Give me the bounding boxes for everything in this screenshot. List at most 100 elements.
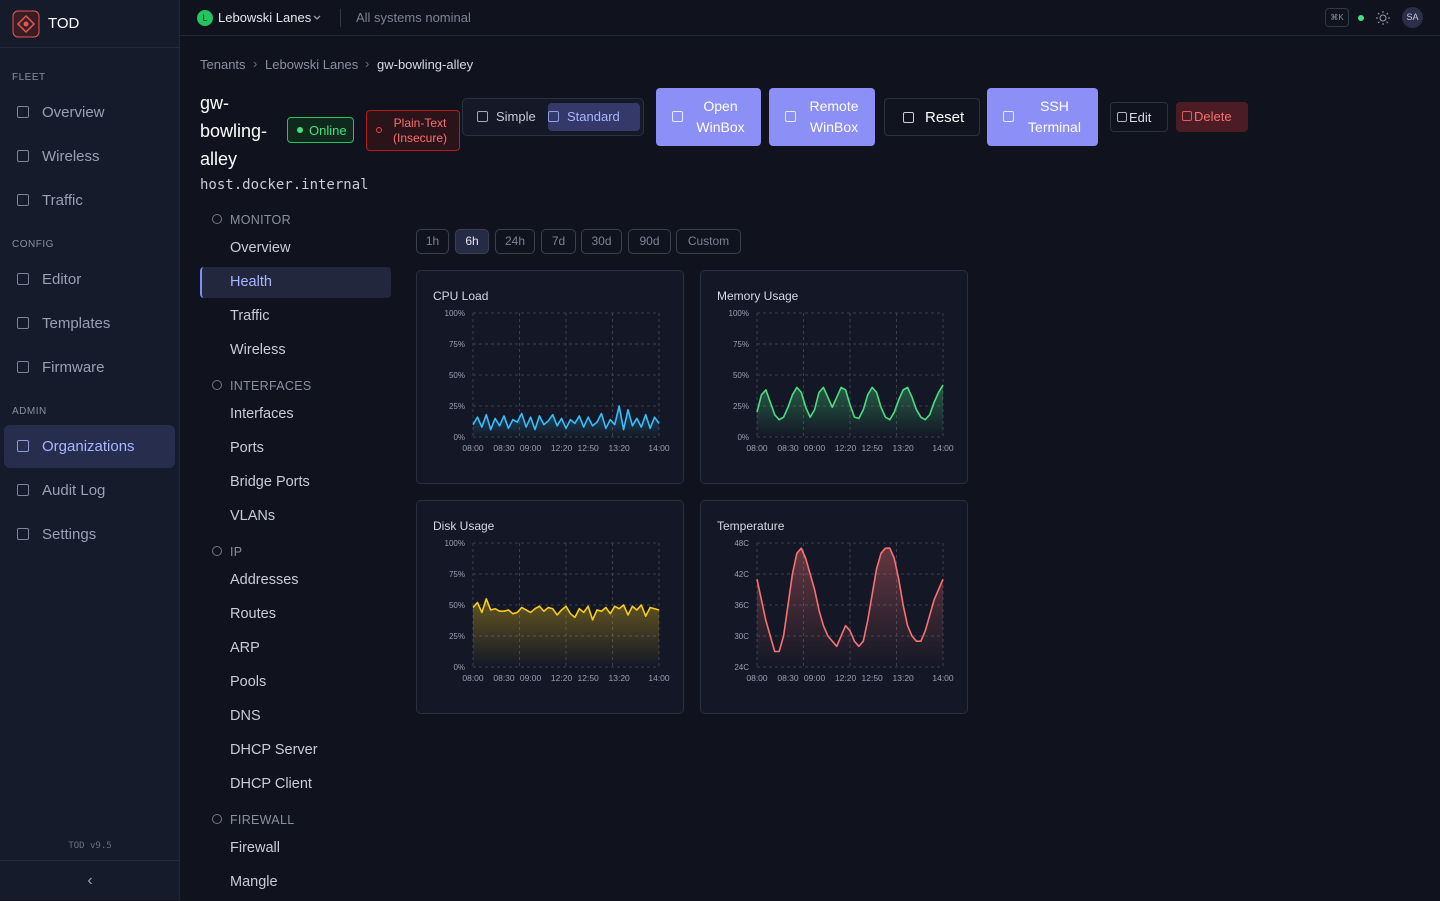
icon (212, 380, 222, 390)
x-tick-label: 08:00 (746, 673, 768, 683)
security-icon (376, 127, 382, 133)
subnav-item[interactable]: VLANs (200, 501, 391, 532)
view-mode[interactable]: Standard (548, 103, 640, 131)
nav-item[interactable]: Editor (4, 258, 175, 301)
subnav-item[interactable]: Wireless (200, 335, 391, 366)
x-tick-label: 12:50 (578, 673, 600, 683)
breadcrumb-separator: › (253, 56, 257, 71)
subnav-item-label: DHCP Client (230, 776, 312, 792)
subnav-group-title: FIREWALL (230, 813, 294, 827)
view-mode-label: Standard (567, 109, 620, 124)
subnav-group-title: INTERFACES (230, 379, 312, 393)
nav-item[interactable]: Organizations (4, 425, 175, 468)
subnav-item-label: Addresses (230, 572, 299, 588)
breadcrumb-item[interactable]: Tenants (200, 57, 246, 72)
x-tick-label: 08:30 (777, 443, 799, 453)
status-dot (1358, 15, 1364, 21)
chevron (312, 13, 322, 23)
x-tick-label: 12:20 (551, 443, 573, 453)
nav-item-label: Wireless (42, 148, 100, 165)
subnav-item[interactable]: DNS (200, 701, 391, 732)
subnav-item[interactable]: Ports (200, 433, 391, 464)
tenant-selector[interactable]: Lebowski Lanes (218, 10, 311, 25)
icon (785, 111, 796, 122)
security-text: Plain-Text (Insecure) (383, 116, 457, 146)
icon (1182, 111, 1192, 121)
chart-card: Memory Usage0%25%50%75%100%08:0008:3009:… (700, 270, 968, 484)
action-label: Delete (1194, 109, 1232, 124)
x-tick-label: 08:30 (493, 673, 515, 683)
subnav-item[interactable]: Firewall (200, 833, 391, 864)
subnav-item[interactable]: DHCP Server (200, 735, 391, 766)
y-tick-label: 25% (733, 402, 749, 411)
range-button[interactable]: 7d (541, 229, 576, 254)
shortcut[interactable]: ⌘K (1325, 8, 1349, 27)
nav-item-label: Settings (42, 526, 96, 543)
subnav-item[interactable]: Overview (200, 233, 391, 264)
subnav-item-label: Pools (230, 674, 266, 690)
action-button[interactable]: Edit (1110, 102, 1168, 132)
action-button[interactable]: Open WinBox (656, 88, 761, 146)
subnav-item[interactable]: DHCP Client (200, 769, 391, 800)
action-button[interactable]: Remote WinBox (769, 88, 875, 146)
system-status: All systems nominal (356, 10, 471, 25)
action-label: Reset (925, 109, 964, 126)
x-tick-label: 12:50 (862, 443, 884, 453)
icon (17, 528, 29, 540)
action-button[interactable]: Delete (1176, 102, 1248, 132)
nav-item[interactable]: Overview (4, 91, 175, 134)
y-tick-label: 30C (734, 632, 749, 641)
chart: Memory Usage0%25%50%75%100%08:0008:3009:… (701, 271, 967, 483)
range-button[interactable]: Custom (676, 229, 741, 254)
subnav-item[interactable]: Traffic (200, 301, 391, 332)
subnav-item[interactable]: Interfaces (200, 399, 391, 430)
subnav-item[interactable]: Bridge Ports (200, 467, 391, 498)
nav-item[interactable]: Templates (4, 302, 175, 345)
chart-card: CPU Load0%25%50%75%100%08:0008:3009:0012… (416, 270, 684, 484)
subnav-item-label: ARP (230, 640, 260, 656)
nav-item[interactable]: Settings (4, 513, 175, 556)
breadcrumb-separator: › (365, 56, 369, 71)
subnav-item-label: Mangle (230, 874, 278, 890)
x-tick-label: 13:20 (893, 443, 915, 453)
range-button[interactable]: 90d (628, 229, 671, 254)
action-button[interactable]: Reset (884, 98, 980, 136)
subnav-item[interactable]: Mangle (200, 867, 391, 898)
subnav-group: MONITOR (210, 212, 390, 228)
x-tick-label: 08:30 (493, 443, 515, 453)
nav-section-label: ADMIN (12, 406, 47, 417)
subnav-item-label: DNS (230, 708, 261, 724)
nav-item[interactable]: Firmware (4, 346, 175, 389)
y-tick-label: 50% (449, 371, 465, 380)
theme-toggle[interactable] (1376, 11, 1390, 25)
range-button[interactable]: 6h (455, 229, 489, 254)
x-tick-label: 12:20 (551, 673, 573, 683)
view-mode[interactable]: Simple (477, 103, 543, 131)
subnav-group-title: MONITOR (230, 213, 291, 227)
icon (17, 361, 29, 373)
nav-item[interactable]: Traffic (4, 179, 175, 222)
y-tick-label: 0% (453, 663, 465, 672)
y-tick-label: 48C (734, 539, 749, 548)
icon (1003, 111, 1014, 122)
nav-section-label: CONFIG (12, 239, 54, 250)
user-avatar[interactable]: SA (1402, 7, 1423, 28)
nav-item[interactable]: Wireless (4, 135, 175, 178)
subnav-item[interactable]: ARP (200, 633, 391, 664)
range-button[interactable]: 30d (581, 229, 622, 254)
action-button[interactable]: SSH Terminal (987, 88, 1098, 146)
subnav-item[interactable]: Routes (200, 599, 391, 630)
breadcrumb-item[interactable]: Lebowski Lanes (265, 57, 358, 72)
subnav-item[interactable]: Pools (200, 667, 391, 698)
collapse-button[interactable]: ‹ (0, 860, 180, 900)
version: TOD v9.5 (0, 841, 180, 851)
x-tick-label: 12:20 (835, 443, 857, 453)
range-button[interactable]: 1h (416, 229, 449, 254)
subnav-item[interactable]: Addresses (200, 565, 391, 596)
icon (17, 106, 29, 118)
subnav-item[interactable]: Health (200, 267, 391, 298)
range-button[interactable]: 24h (495, 229, 535, 254)
nav-item[interactable]: Audit Log (4, 469, 175, 512)
y-tick-label: 100% (445, 309, 465, 318)
